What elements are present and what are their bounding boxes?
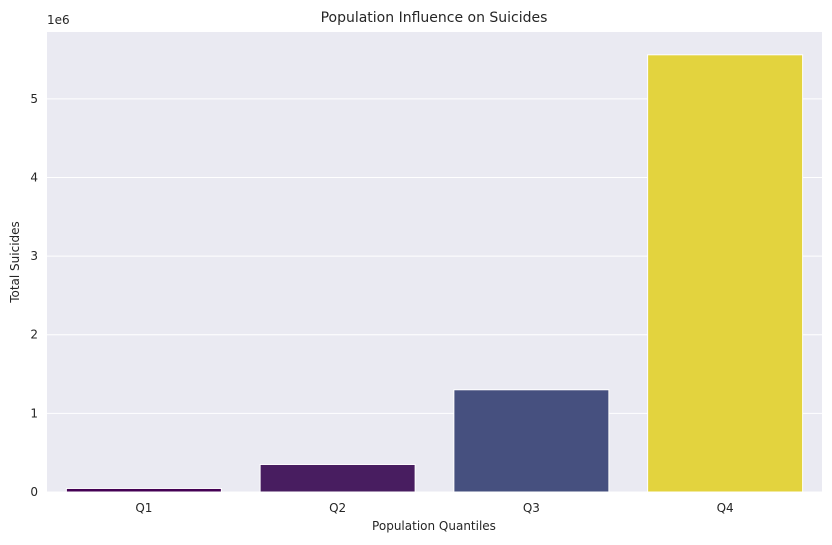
x-axis-label: Population Quantiles	[372, 519, 496, 533]
chart-title: Population Influence on Suicides	[321, 10, 548, 26]
y-tick-label: 2	[30, 328, 38, 342]
x-tick-label: Q3	[523, 501, 540, 515]
y-scale-label: 1e6	[47, 13, 70, 27]
x-axis-ticks: Q1 Q2 Q3 Q4	[135, 501, 733, 515]
bar-q2	[259, 463, 416, 493]
bar-q4	[647, 54, 804, 493]
x-tick-label: Q4	[717, 501, 734, 515]
x-tick-label: Q2	[329, 501, 346, 515]
y-tick-label: 4	[30, 170, 38, 184]
bar-q3	[453, 389, 610, 493]
y-tick-label: 3	[30, 249, 38, 263]
y-tick-label: 1	[30, 406, 38, 420]
y-axis-ticks: 0 1 2 3 4 5	[30, 92, 38, 499]
bar-q1	[65, 487, 222, 493]
y-axis-label: Total Suicides	[8, 221, 22, 304]
x-tick-label: Q1	[135, 501, 152, 515]
y-tick-label: 5	[30, 92, 38, 106]
y-tick-label: 0	[30, 485, 38, 499]
bars	[65, 54, 804, 493]
